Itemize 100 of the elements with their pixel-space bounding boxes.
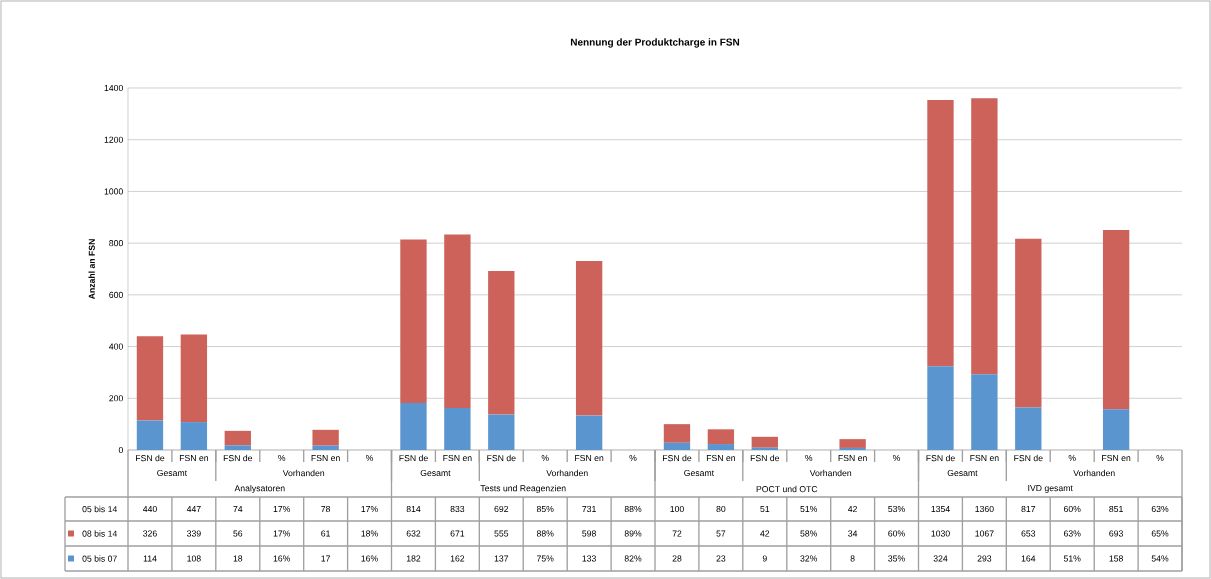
text: 54%	[1151, 555, 1169, 562]
data-label: 632	[406, 530, 421, 537]
data-label: 57	[716, 530, 726, 537]
bar	[400, 402, 427, 450]
bar	[927, 99, 954, 367]
data-label: 133	[582, 555, 596, 562]
y-tick-label: 0	[118, 446, 123, 454]
x-tick-label: FSN en	[179, 454, 209, 462]
data-label: 56	[233, 530, 243, 537]
text: 82%	[624, 555, 642, 562]
chart-title: Nennung der Produktcharge in FSN	[570, 38, 740, 48]
text: Gesamt	[947, 469, 978, 477]
data-label: 17	[321, 555, 330, 562]
text: 817	[1021, 505, 1036, 513]
x-tick-label: FSN de	[136, 454, 165, 462]
text: 17%	[273, 530, 291, 537]
data-label: 326	[143, 530, 157, 537]
data-label: 293	[977, 555, 992, 562]
bar	[663, 424, 691, 443]
text: 63%	[1151, 505, 1169, 513]
x-tick-label: FSN de	[223, 454, 253, 462]
data-label: 114	[143, 555, 157, 562]
bar	[1015, 238, 1042, 408]
data-label: 158	[1109, 555, 1123, 562]
x-tick-label: FSN de	[926, 454, 955, 462]
bar	[224, 445, 251, 450]
text: 88%	[624, 505, 642, 513]
bar	[1102, 229, 1130, 410]
y-tick-label: 800	[109, 240, 123, 247]
text: Analysatoren	[234, 484, 285, 494]
data-label: 61	[321, 530, 330, 537]
bar	[751, 436, 778, 448]
text: 731	[582, 505, 596, 513]
x-tick-label: FSN en	[970, 454, 999, 462]
text: 63%	[1063, 530, 1081, 537]
text: 58%	[800, 530, 818, 537]
bar	[1102, 409, 1130, 450]
x-tick-label: FSN en	[443, 454, 472, 462]
bar	[180, 422, 208, 450]
text: Vorhanden	[282, 469, 325, 477]
x-tick-label: %	[365, 454, 374, 462]
data-label: 653	[1021, 530, 1036, 537]
data-label: 555	[494, 530, 509, 537]
bar	[839, 447, 866, 450]
x-tick-label: %	[1156, 454, 1164, 462]
text: 1354	[931, 505, 950, 513]
x-tick-label: FSN de	[487, 454, 516, 462]
text: 440	[142, 505, 157, 513]
text: 51%	[1063, 555, 1081, 562]
data-label: 324	[933, 555, 948, 562]
legend-label: 08 bis 14	[82, 530, 118, 537]
y-tick-label: 400	[109, 343, 123, 350]
x-tick-label: FSN en	[575, 454, 604, 462]
text: 80	[716, 505, 726, 513]
bar	[927, 366, 954, 450]
y-tick-label: 1000	[104, 188, 123, 195]
text: Vorhanden	[809, 469, 852, 477]
data-label: 137	[494, 555, 509, 562]
x-tick-label: %	[1068, 454, 1076, 462]
data-label: 598	[582, 530, 596, 537]
text: 18%	[361, 530, 378, 537]
bar	[1015, 407, 1042, 450]
data-label: 34	[848, 530, 858, 537]
data-label: 339	[187, 530, 201, 537]
bar	[136, 420, 164, 450]
x-tick-label: %	[278, 454, 286, 462]
x-tick-label: FSN en	[1102, 454, 1131, 462]
bar	[224, 430, 251, 446]
text: 32%	[800, 555, 818, 562]
text: 42	[848, 505, 857, 513]
bar	[444, 234, 471, 409]
data-label: 671	[450, 530, 465, 537]
data-label: 18	[233, 555, 243, 562]
data-label: 1067	[975, 530, 994, 537]
data-label: 162	[450, 555, 465, 562]
text: 1360	[975, 505, 994, 513]
y-tick-label: 1200	[104, 136, 123, 143]
text: 100	[670, 505, 684, 513]
x-tick-label: FSN de	[1014, 454, 1043, 462]
x-tick-label: FSN en	[706, 454, 736, 462]
bar	[444, 408, 471, 450]
text: 833	[450, 505, 465, 513]
text: 74	[233, 506, 243, 512]
text: 78	[321, 505, 331, 513]
text: 05 bis 14	[82, 505, 118, 513]
bar	[707, 444, 735, 450]
text: Gesamt	[684, 469, 715, 477]
bar	[312, 429, 339, 446]
bar	[312, 445, 339, 450]
data-label: 8	[850, 555, 855, 562]
text: 35%	[888, 555, 905, 562]
text: Gesamt	[157, 469, 188, 477]
bar	[971, 374, 998, 450]
legend-label: 05 bis 07	[82, 555, 117, 562]
text: 88%	[536, 530, 554, 537]
bar	[575, 260, 603, 416]
data-label: 23	[716, 555, 726, 562]
x-tick-label: FSN en	[311, 454, 340, 462]
y-axis-title: Anzahl an FSN	[88, 239, 95, 300]
text: 60%	[1063, 505, 1081, 513]
